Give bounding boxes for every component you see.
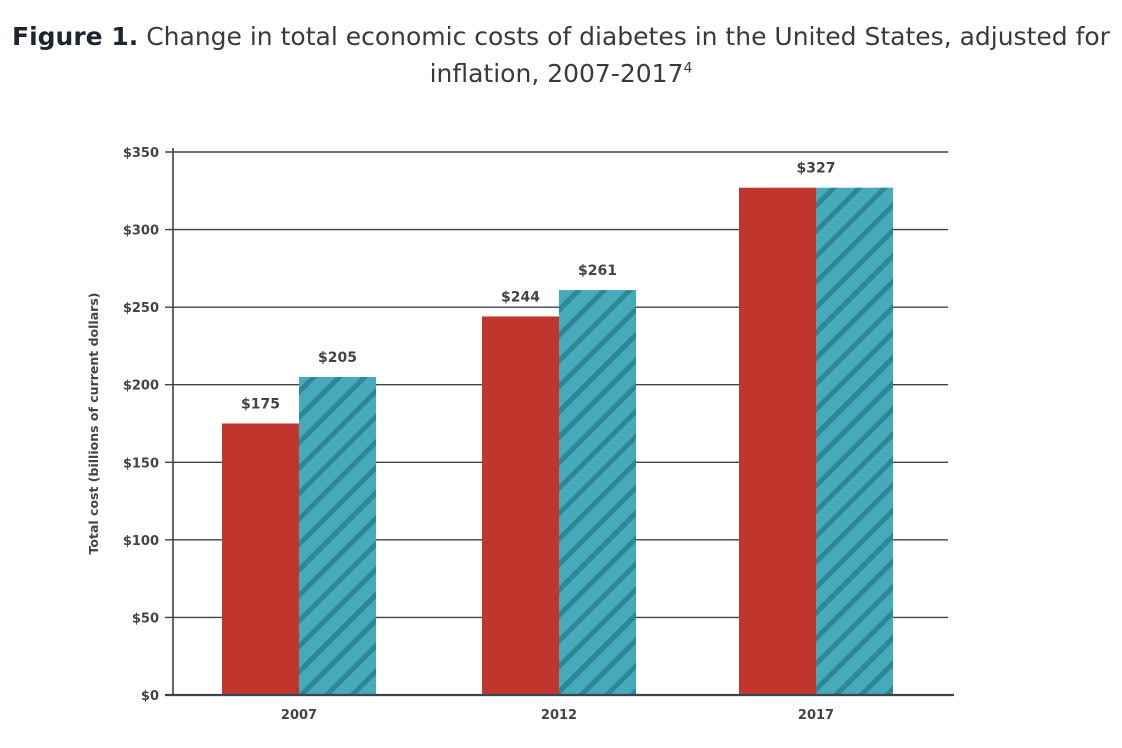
y-axis-title: Total cost (billions of current dollars) [86, 293, 101, 555]
y-tick-label: $250 [123, 301, 159, 316]
y-tick-label: $300 [123, 224, 159, 239]
data-label: $175 [241, 397, 280, 413]
caption-superscript: 4 [683, 60, 693, 77]
y-tick-label: $50 [132, 611, 159, 626]
x-tick-label: 2012 [541, 708, 577, 723]
x-tick-label: 2017 [798, 708, 834, 723]
caption-line-1: Figure 1. Change in total economic costs… [0, 18, 1122, 55]
bar-red-2012 [482, 316, 559, 695]
bar-teal-2017 [816, 187, 893, 695]
x-tick-label: 2007 [281, 708, 317, 723]
bar-red-2017 [739, 187, 816, 695]
data-label: $261 [578, 263, 617, 279]
data-label: $327 [797, 161, 836, 177]
y-tick-label: $0 [141, 689, 159, 704]
bar-teal-2007 [299, 376, 376, 695]
caption-line-2: inflation, 2007-20174 [0, 55, 1122, 92]
data-label: $205 [318, 350, 357, 366]
figure-label: Figure 1. [12, 22, 139, 51]
y-tick-label: $350 [123, 146, 159, 161]
y-tick-label: $150 [123, 456, 159, 471]
figure-caption: Figure 1. Change in total economic costs… [0, 18, 1122, 92]
bar-red-2007 [222, 423, 299, 695]
y-tick-label: $200 [123, 379, 159, 394]
bar-teal-2012 [559, 290, 636, 695]
y-tick-label: $100 [123, 534, 159, 549]
caption-text-2: inflation, 2007-2017 [429, 59, 684, 88]
caption-text: Change in total economic costs of diabet… [146, 22, 1110, 51]
data-label: $244 [501, 289, 540, 305]
